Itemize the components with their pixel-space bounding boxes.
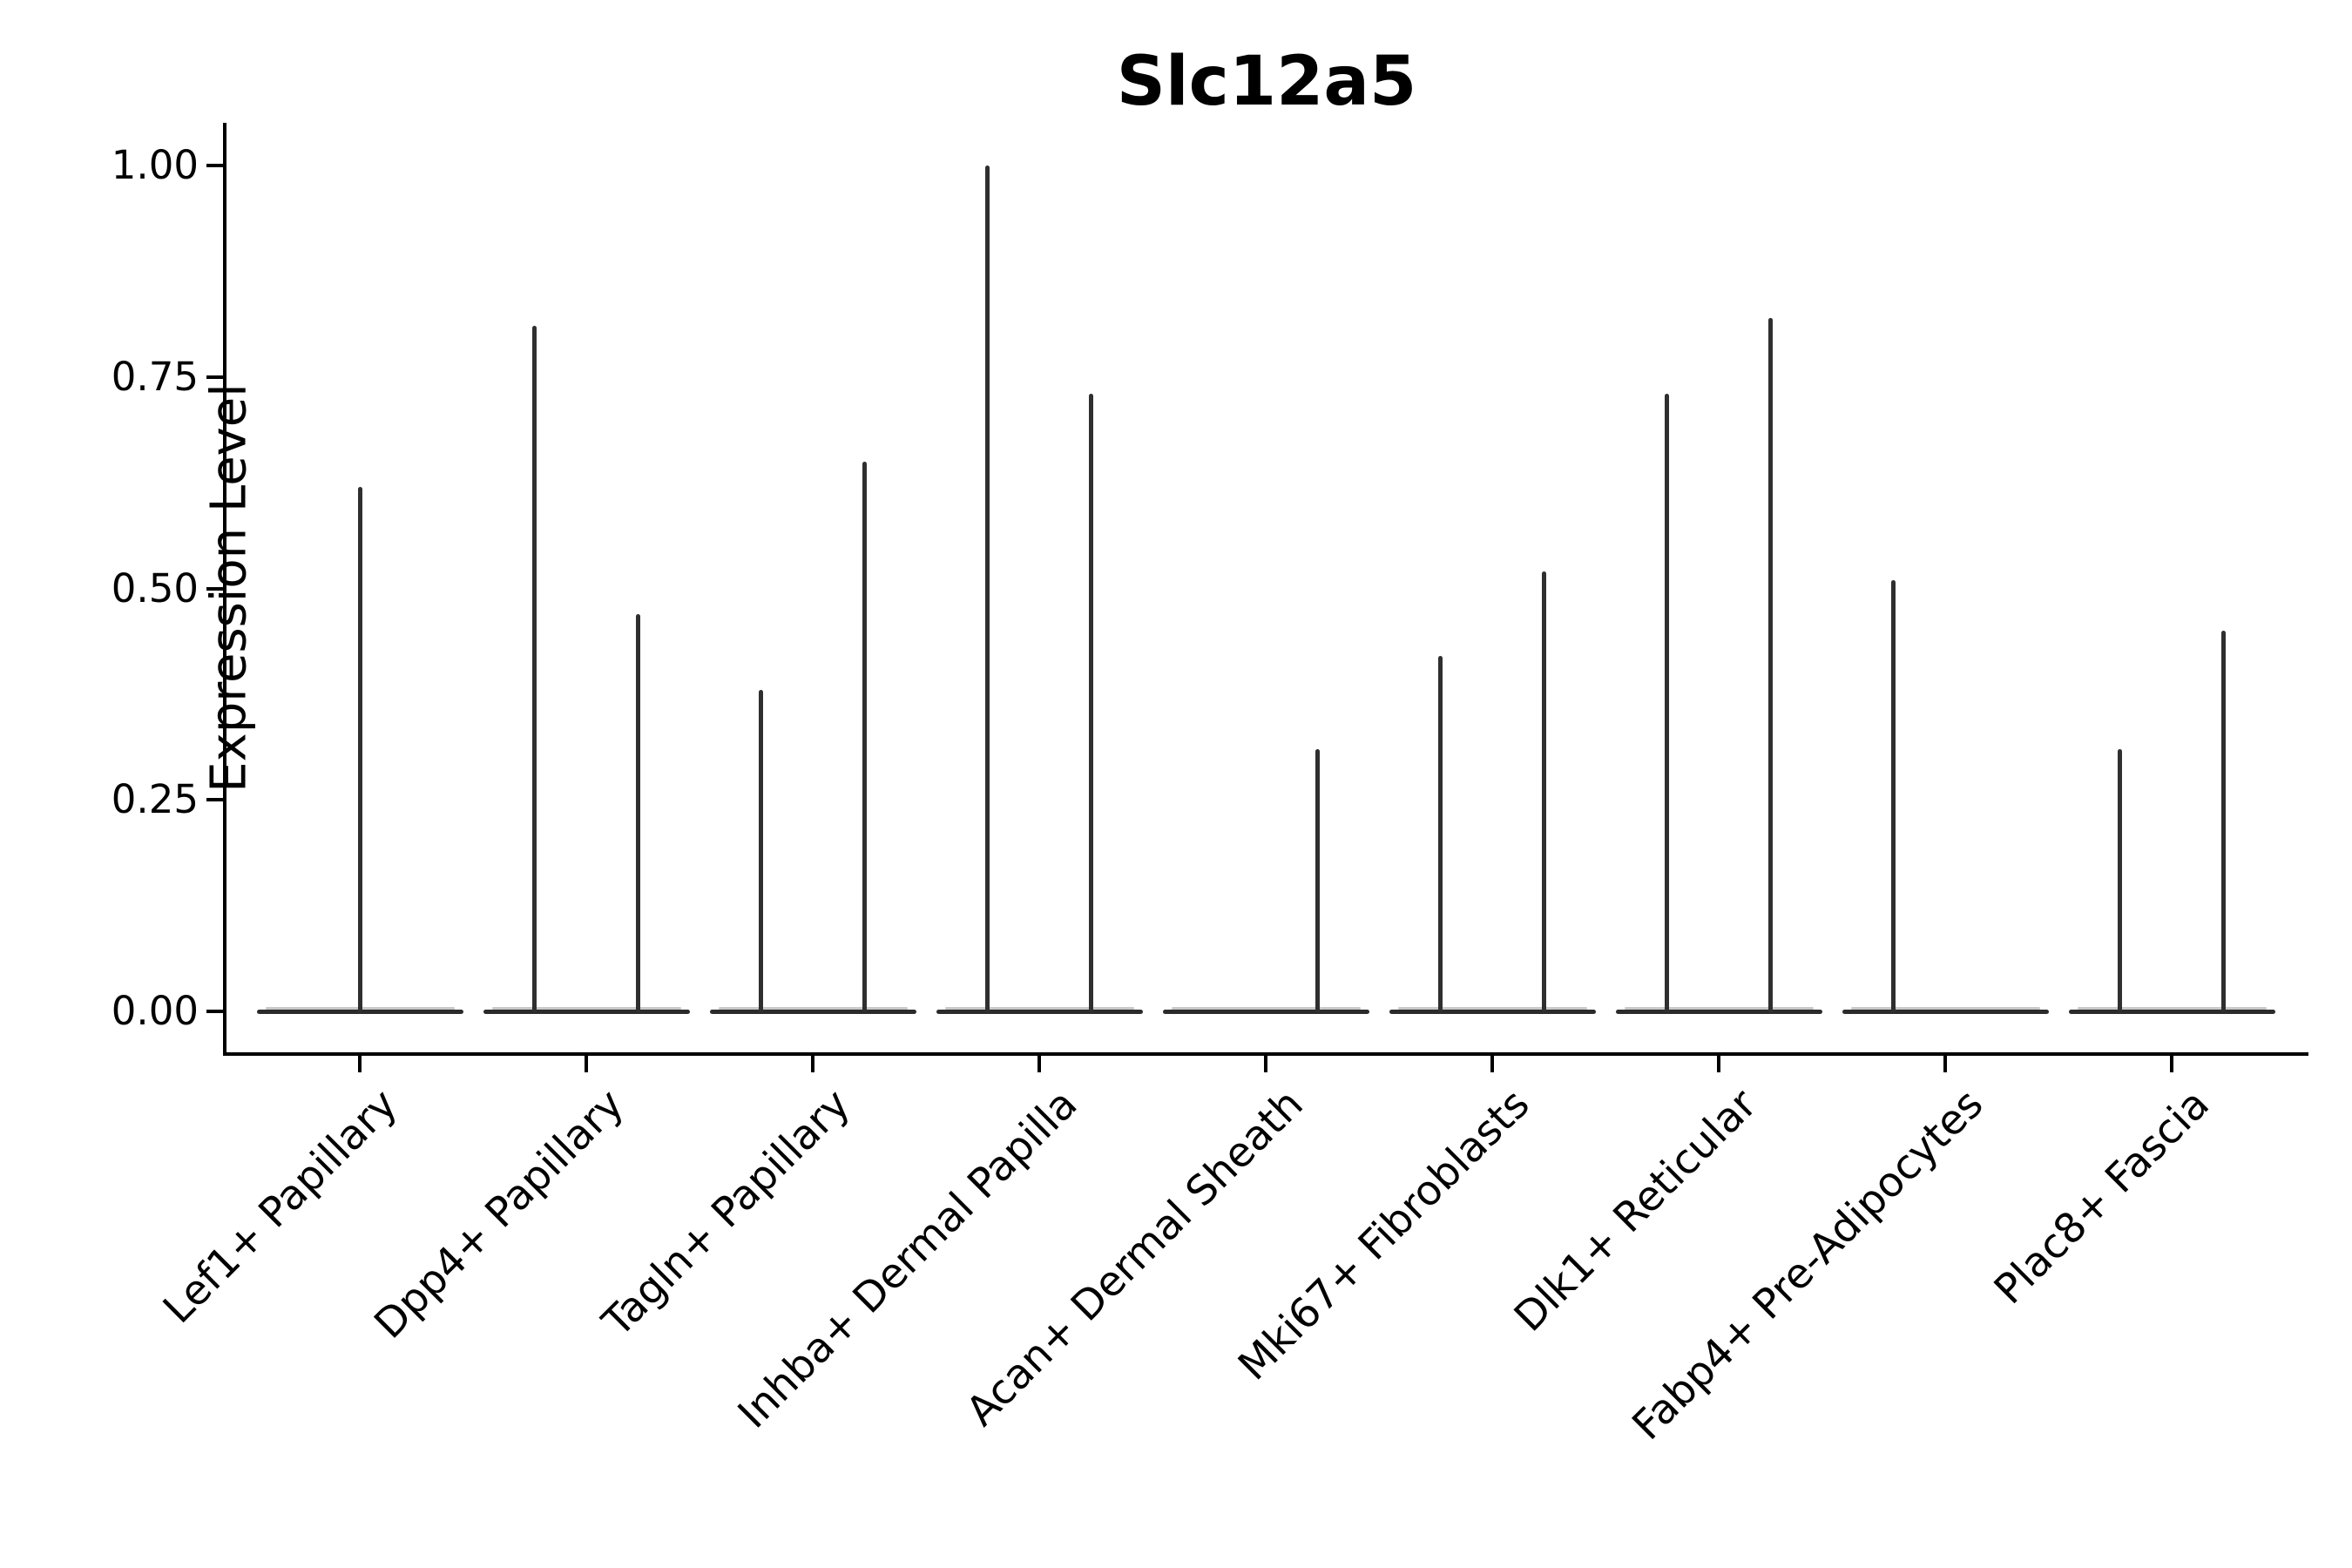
violin-spike xyxy=(1088,394,1093,1012)
x-tick xyxy=(585,1056,588,1072)
violin-fill-highlight xyxy=(1850,1007,2040,1010)
violin-spike xyxy=(2220,631,2226,1012)
violin-spike xyxy=(862,461,867,1012)
violin-spike xyxy=(985,166,990,1012)
violin-spike xyxy=(759,690,764,1012)
y-axis-spine xyxy=(223,123,226,1056)
y-tick-label: 0.25 xyxy=(111,776,199,823)
x-tick-label: Lef1+ Papillary xyxy=(153,1080,407,1333)
violin-baseline xyxy=(709,1010,916,1014)
y-tick-label: 0.75 xyxy=(111,353,199,400)
violin-spike xyxy=(1665,394,1670,1012)
violin-baseline xyxy=(1842,1010,2049,1014)
x-tick xyxy=(1490,1056,1494,1072)
y-tick xyxy=(206,1010,223,1013)
violin-fill-highlight xyxy=(491,1007,681,1010)
x-tick xyxy=(1943,1056,1947,1072)
y-tick-label: 0.50 xyxy=(111,564,199,612)
x-tick xyxy=(2170,1056,2173,1072)
violin-spike xyxy=(1891,579,1896,1012)
x-tick xyxy=(811,1056,814,1072)
violin-baseline xyxy=(1389,1010,1596,1014)
violin-spike xyxy=(1438,656,1443,1012)
violin-baseline xyxy=(1162,1010,1369,1014)
violin-fill-highlight xyxy=(1397,1007,1587,1010)
y-tick xyxy=(206,375,223,379)
y-tick xyxy=(206,798,223,802)
x-tick-label: Plac8+ Fascia xyxy=(1984,1080,2219,1314)
y-tick-label: 0.00 xyxy=(111,988,199,1034)
violin-spike xyxy=(2118,748,2123,1012)
violin-spike xyxy=(1767,317,1773,1012)
violin-spike xyxy=(1315,748,1320,1012)
x-tick-label: Dlk1+ Reticular xyxy=(1504,1080,1766,1342)
x-tick xyxy=(1717,1056,1720,1072)
violin-fill-highlight xyxy=(1171,1007,1361,1010)
violin-spike xyxy=(1541,571,1546,1012)
y-tick xyxy=(206,164,223,167)
x-tick xyxy=(1037,1056,1041,1072)
x-tick-label: Tagln+ Papillary xyxy=(593,1080,860,1347)
violin-fill-highlight xyxy=(1624,1007,1814,1010)
x-axis-spine xyxy=(223,1052,2308,1056)
violin-baseline xyxy=(483,1010,690,1014)
violin-baseline xyxy=(2068,1010,2275,1014)
y-tick xyxy=(206,586,223,591)
chart-title: Slc12a5 xyxy=(1116,43,1417,121)
y-tick-label: 1.00 xyxy=(111,142,199,188)
violin-fill-highlight xyxy=(944,1007,1134,1010)
x-tick-label: Dpp4+ Papillary xyxy=(365,1080,633,1348)
violin-spike xyxy=(532,326,537,1012)
violin-spike xyxy=(357,486,362,1012)
violin-baseline xyxy=(1615,1010,1822,1014)
violin-baseline xyxy=(936,1010,1143,1014)
violin-fill-highlight xyxy=(718,1007,908,1010)
violin-spike xyxy=(635,613,640,1012)
violin-fill-highlight xyxy=(2077,1007,2267,1010)
x-tick xyxy=(1264,1056,1267,1072)
x-tick xyxy=(358,1056,362,1072)
